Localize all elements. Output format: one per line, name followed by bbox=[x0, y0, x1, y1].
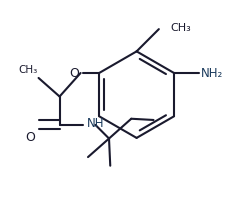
Text: CH₃: CH₃ bbox=[170, 23, 191, 33]
Text: NH: NH bbox=[87, 117, 104, 130]
Text: O: O bbox=[69, 67, 79, 80]
Text: NH₂: NH₂ bbox=[201, 67, 224, 80]
Text: CH₃: CH₃ bbox=[18, 65, 37, 76]
Text: O: O bbox=[25, 131, 35, 144]
